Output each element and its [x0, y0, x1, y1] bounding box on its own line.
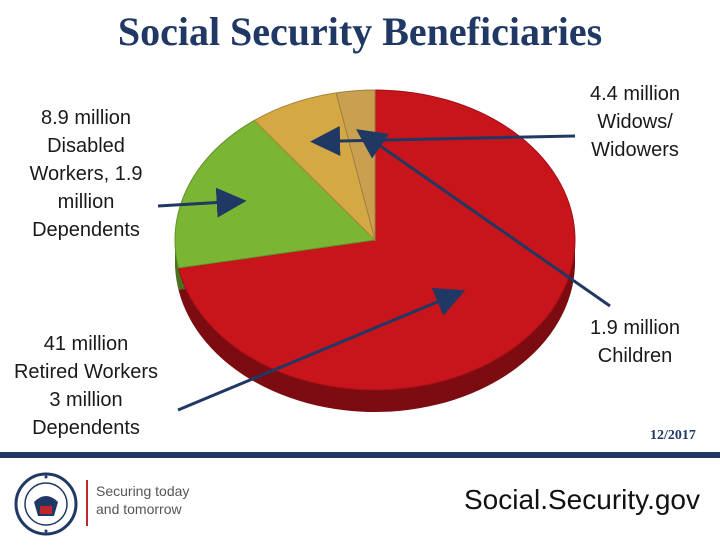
callout-line: Retired Workers — [13, 361, 159, 383]
pie-top-layer — [174, 89, 576, 391]
leader-disabled — [157, 187, 247, 218]
pie-slice-3 — [335, 89, 376, 241]
callout-line: Workers, 1.9 — [29, 163, 143, 185]
callout-line: 8.9 million — [40, 107, 132, 129]
footer-bar: Securing today and tomorrow Social.Secur… — [0, 452, 720, 546]
website-link[interactable]: Social.Security.gov — [463, 484, 700, 515]
leader-retired — [177, 287, 466, 412]
pie-slice-1 — [174, 119, 377, 269]
pie-slice-0 — [177, 89, 576, 391]
tagline-line: and tomorrow — [96, 501, 182, 517]
callout-retired-workers: 41 million Retired Workers 3 million Dep… — [6, 330, 166, 442]
slide-title: Social Security Beneficiaries — [117, 9, 603, 54]
callout-line: million — [57, 191, 115, 213]
callout-line: Dependents — [32, 417, 140, 439]
callout-children: 1.9 million Children — [560, 314, 710, 370]
leader-children — [356, 129, 611, 308]
callout-disabled-workers: 8.9 million Disabled Workers, 1.9 millio… — [6, 104, 166, 244]
footer-divider — [86, 480, 88, 526]
callout-line: 4.4 million — [589, 83, 681, 105]
callout-line: Disabled — [47, 135, 125, 157]
tagline: Securing today and tomorrow — [96, 482, 189, 518]
date-stamp: 12/2017 — [650, 428, 696, 443]
callout-line: 3 million — [49, 389, 123, 411]
callout-widows: 4.4 million Widows/ Widowers — [560, 80, 710, 164]
ssa-seal-icon — [14, 472, 78, 536]
callout-line: Widows/ — [597, 111, 673, 133]
pie-chart — [157, 89, 611, 412]
tagline-line: Securing today — [96, 483, 190, 499]
callout-line: Dependents — [32, 219, 140, 241]
leader-lines — [157, 125, 611, 412]
callout-line: Widowers — [591, 139, 679, 161]
callout-line: 41 million — [43, 333, 129, 355]
callout-line: Children — [597, 345, 673, 367]
callout-line: 1.9 million — [589, 317, 681, 339]
